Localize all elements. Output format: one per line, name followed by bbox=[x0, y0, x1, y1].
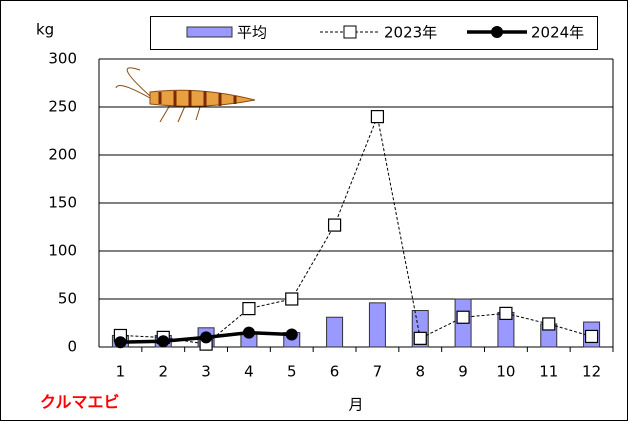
point bbox=[285, 328, 298, 341]
point bbox=[242, 326, 255, 339]
y-tick-label: 300 bbox=[48, 50, 77, 68]
x-tick-label: 1 bbox=[116, 363, 126, 381]
legend-marker bbox=[343, 25, 357, 39]
point bbox=[542, 317, 556, 331]
x-tick-label: 12 bbox=[582, 363, 601, 381]
x-tick-label: 4 bbox=[244, 363, 254, 381]
x-tick-label: 8 bbox=[415, 363, 425, 381]
x-tick-label: 7 bbox=[373, 363, 383, 381]
x-tick-label: 2 bbox=[158, 363, 168, 381]
legend-label: 2023年 bbox=[384, 24, 437, 42]
x-tick-label: 6 bbox=[330, 363, 340, 381]
y-tick-label: 100 bbox=[48, 242, 77, 260]
y-tick-label: 0 bbox=[67, 338, 77, 356]
annotation: クルマエビ bbox=[40, 393, 120, 412]
y-tick-label: 50 bbox=[58, 290, 77, 308]
x-tick-label: 11 bbox=[539, 363, 558, 381]
legend-label: 平均 bbox=[237, 24, 267, 42]
legend-swatch bbox=[186, 26, 233, 38]
point bbox=[584, 329, 599, 344]
y-tick-label: 250 bbox=[48, 98, 77, 116]
line bbox=[120, 114, 592, 345]
point bbox=[157, 335, 170, 348]
bar bbox=[368, 302, 386, 348]
x-tick-label: 3 bbox=[201, 363, 211, 381]
legend-label: 2024年 bbox=[531, 24, 584, 42]
x-tick-label: 5 bbox=[287, 363, 297, 381]
point bbox=[285, 292, 299, 306]
point bbox=[370, 109, 385, 124]
y-tick-label: 150 bbox=[48, 194, 77, 212]
x-tick-label: 9 bbox=[458, 363, 468, 381]
point bbox=[242, 302, 256, 316]
point bbox=[200, 331, 213, 344]
point bbox=[327, 218, 342, 232]
point bbox=[114, 336, 127, 349]
x-axis-label: 月 bbox=[348, 396, 363, 414]
y-axis-label: kg bbox=[36, 21, 54, 39]
y-tick-label: 200 bbox=[48, 146, 77, 164]
bar bbox=[326, 316, 344, 348]
point bbox=[499, 306, 513, 320]
point bbox=[456, 310, 470, 324]
legend-marker bbox=[491, 26, 503, 38]
shrimp-icon bbox=[115, 67, 256, 123]
x-tick-label: 10 bbox=[496, 363, 515, 381]
point bbox=[413, 331, 427, 345]
